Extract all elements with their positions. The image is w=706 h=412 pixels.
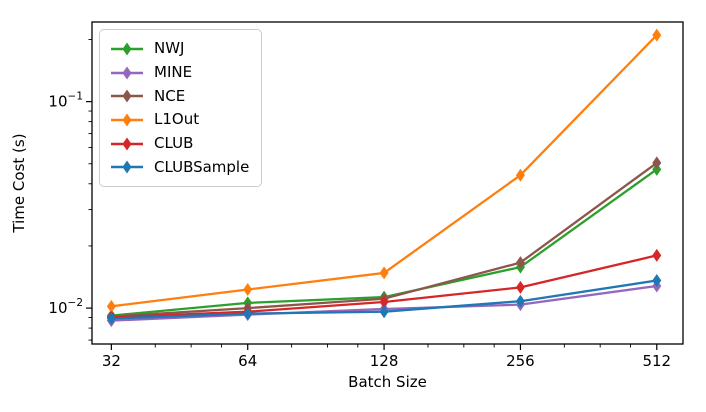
legend-label: CLUB xyxy=(154,134,194,153)
data-point-marker-icon xyxy=(243,283,253,297)
data-point-marker-icon xyxy=(106,312,116,326)
data-point-marker-icon xyxy=(379,305,389,319)
x-tick-label: 64 xyxy=(238,352,257,370)
legend-label: CLUBSample xyxy=(154,157,250,176)
data-point-marker-icon xyxy=(379,295,389,309)
legend-line-marker-icon xyxy=(111,160,143,174)
legend-label: L1Out xyxy=(154,110,200,129)
legend-line-marker-icon xyxy=(111,42,143,56)
legend-label: NWJ xyxy=(154,39,185,58)
legend-item-mine: MINE xyxy=(110,61,249,85)
legend-label: MINE xyxy=(154,63,193,81)
y-tick-label: 10−2 xyxy=(48,297,83,317)
data-point-marker-icon xyxy=(652,156,662,170)
x-tick-label: 256 xyxy=(506,352,535,370)
legend-item-club: CLUB xyxy=(110,132,249,156)
legend: NWJ MINE NCE L1Out CLUB CLUBSample xyxy=(99,29,263,187)
x-tick-label: 512 xyxy=(642,352,671,370)
legend-item-clubsample: CLUBSample xyxy=(110,155,249,179)
data-point-marker-icon xyxy=(652,274,662,288)
legend-line-marker-icon xyxy=(111,137,143,151)
data-point-marker-icon xyxy=(515,168,525,182)
data-point-marker-icon xyxy=(379,266,389,280)
x-tick-label: 32 xyxy=(102,352,121,370)
legend-label: NCE xyxy=(154,86,186,105)
data-point-marker-icon xyxy=(515,294,525,308)
legend-line-marker-icon xyxy=(111,89,143,103)
data-point-marker-icon xyxy=(243,307,253,321)
data-point-marker-icon xyxy=(106,299,116,313)
legend-item-nwj: NWJ xyxy=(110,37,249,61)
legend-item-nce: NCE xyxy=(110,84,249,108)
y-axis-title: Time Cost (s) xyxy=(10,133,28,233)
data-point-marker-icon xyxy=(652,28,662,42)
y-tick-label: 10−1 xyxy=(48,91,83,111)
data-point-marker-icon xyxy=(515,256,525,270)
plot-frame xyxy=(91,21,684,345)
x-axis-title: Batch Size xyxy=(348,373,427,391)
data-point-marker-icon xyxy=(515,280,525,294)
legend-line-marker-icon xyxy=(111,66,143,79)
legend-item-l1out: L1Out xyxy=(110,108,249,132)
legend-line-marker-icon xyxy=(111,113,143,127)
data-point-marker-icon xyxy=(652,248,662,262)
x-tick-label: 128 xyxy=(370,352,399,370)
